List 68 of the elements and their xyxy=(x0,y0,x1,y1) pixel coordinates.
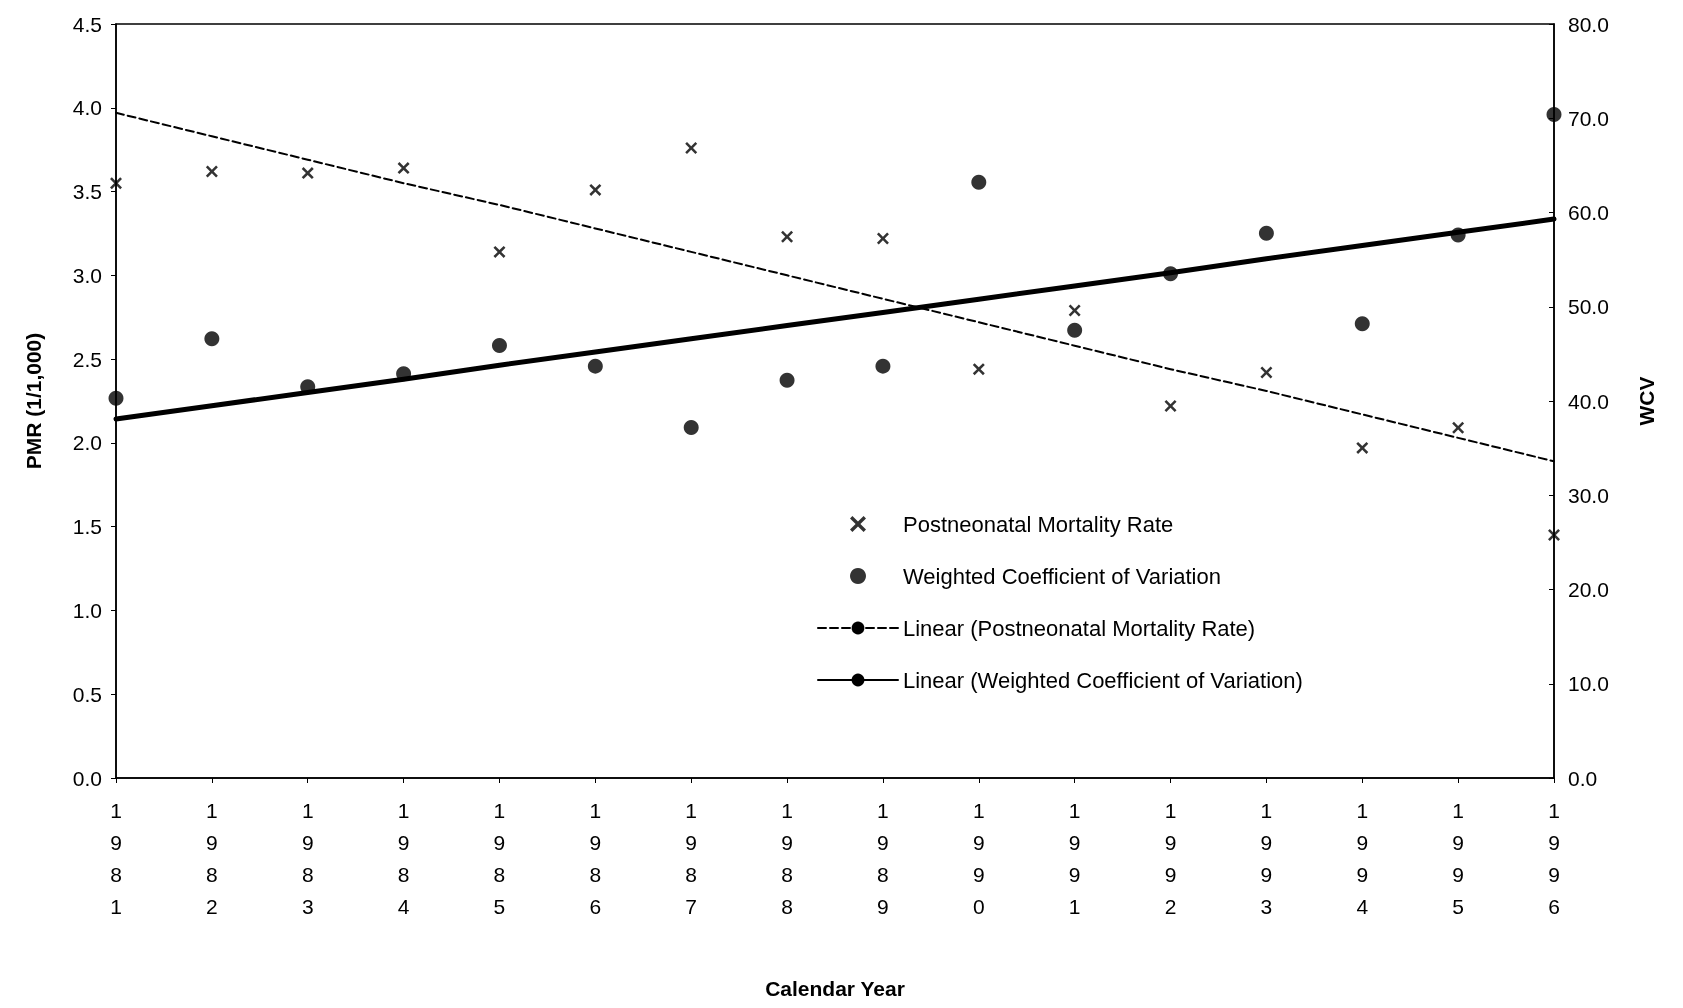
x-tick-label: 1981 xyxy=(110,798,122,918)
y-axis-title: PMR (1/1,000) xyxy=(22,332,45,470)
point xyxy=(972,363,985,376)
point xyxy=(301,167,314,180)
point xyxy=(683,419,699,435)
legend-label: Weighted Coefficient of Variation xyxy=(903,563,1221,589)
legend-label: Linear (Weighted Coefficient of Variation) xyxy=(903,667,1303,693)
x-tick-label: 1990 xyxy=(972,798,985,918)
y2-axis-title: WCV xyxy=(1635,376,1658,426)
point xyxy=(875,358,891,374)
x-tick-label: 1983 xyxy=(301,798,314,918)
point xyxy=(1164,400,1177,413)
x-tick-label: 1992 xyxy=(1164,798,1177,918)
y-tick-label: 0.5 xyxy=(72,682,102,706)
y2-tick-label: 20.0 xyxy=(1568,578,1609,601)
point xyxy=(1258,225,1274,241)
point xyxy=(781,230,794,243)
x-tick-label: 1988 xyxy=(781,798,793,918)
point xyxy=(589,183,602,196)
y2-tick-label: 40.0 xyxy=(1568,389,1609,413)
point xyxy=(685,141,698,154)
point xyxy=(971,174,987,190)
point xyxy=(876,232,889,245)
x-tick-label: 1993 xyxy=(1260,798,1273,918)
x-tick-label: 1989 xyxy=(877,798,889,918)
y-tick-label: 3.0 xyxy=(72,263,102,287)
point xyxy=(1452,421,1465,434)
y-tick-label: 0.0 xyxy=(72,766,102,790)
point xyxy=(108,390,124,406)
x-tick-label: 1994 xyxy=(1356,798,1369,918)
y-tick-label: 1.5 xyxy=(72,515,102,539)
x-tick-label: 1985 xyxy=(493,798,506,918)
x-tick-label: 1987 xyxy=(685,798,698,918)
x-tick-label: 1986 xyxy=(589,798,602,918)
x-axis-title: Calendar Year xyxy=(765,977,905,1000)
point xyxy=(1067,322,1083,338)
y2-tick-label: 60.0 xyxy=(1568,201,1609,224)
legend-label: Linear (Postneonatal Mortality Rate) xyxy=(903,615,1256,641)
y-tick-label: 1.0 xyxy=(72,598,102,622)
y-tick-label: 3.5 xyxy=(72,180,102,204)
y-tick-label: 2.5 xyxy=(72,347,102,371)
point xyxy=(779,372,795,388)
point xyxy=(397,162,410,175)
point xyxy=(1356,441,1369,454)
x-tick-label: 1984 xyxy=(397,798,410,918)
x-tick-label: 1996 xyxy=(1548,798,1560,918)
point xyxy=(205,165,218,178)
point xyxy=(110,177,122,190)
y2-tick-label: 50.0 xyxy=(1568,295,1609,319)
y2-tick-label: 10.0 xyxy=(1568,672,1609,696)
x-tick-label: 1991 xyxy=(1068,798,1081,918)
point xyxy=(1354,316,1370,332)
point xyxy=(1546,106,1562,122)
y-tick-label: 4.0 xyxy=(72,96,102,120)
y2-tick-label: 0.0 xyxy=(1568,766,1598,790)
point xyxy=(493,245,506,258)
point xyxy=(587,358,603,374)
y-tick-label: 2.0 xyxy=(72,431,102,455)
y-tick-label: 4.5 xyxy=(72,12,102,36)
point xyxy=(204,331,220,347)
y2-tick-label: 70.0 xyxy=(1568,106,1609,130)
y2-tick-label: 30.0 xyxy=(1568,483,1609,507)
x-tick-label: 1995 xyxy=(1452,798,1464,918)
y2-tick-label: 80.0 xyxy=(1568,12,1609,36)
point xyxy=(1548,529,1560,542)
point xyxy=(491,337,507,353)
legend-label: Postneonatal Mortality Rate xyxy=(903,511,1174,537)
x-tick-label: 1982 xyxy=(206,798,218,918)
